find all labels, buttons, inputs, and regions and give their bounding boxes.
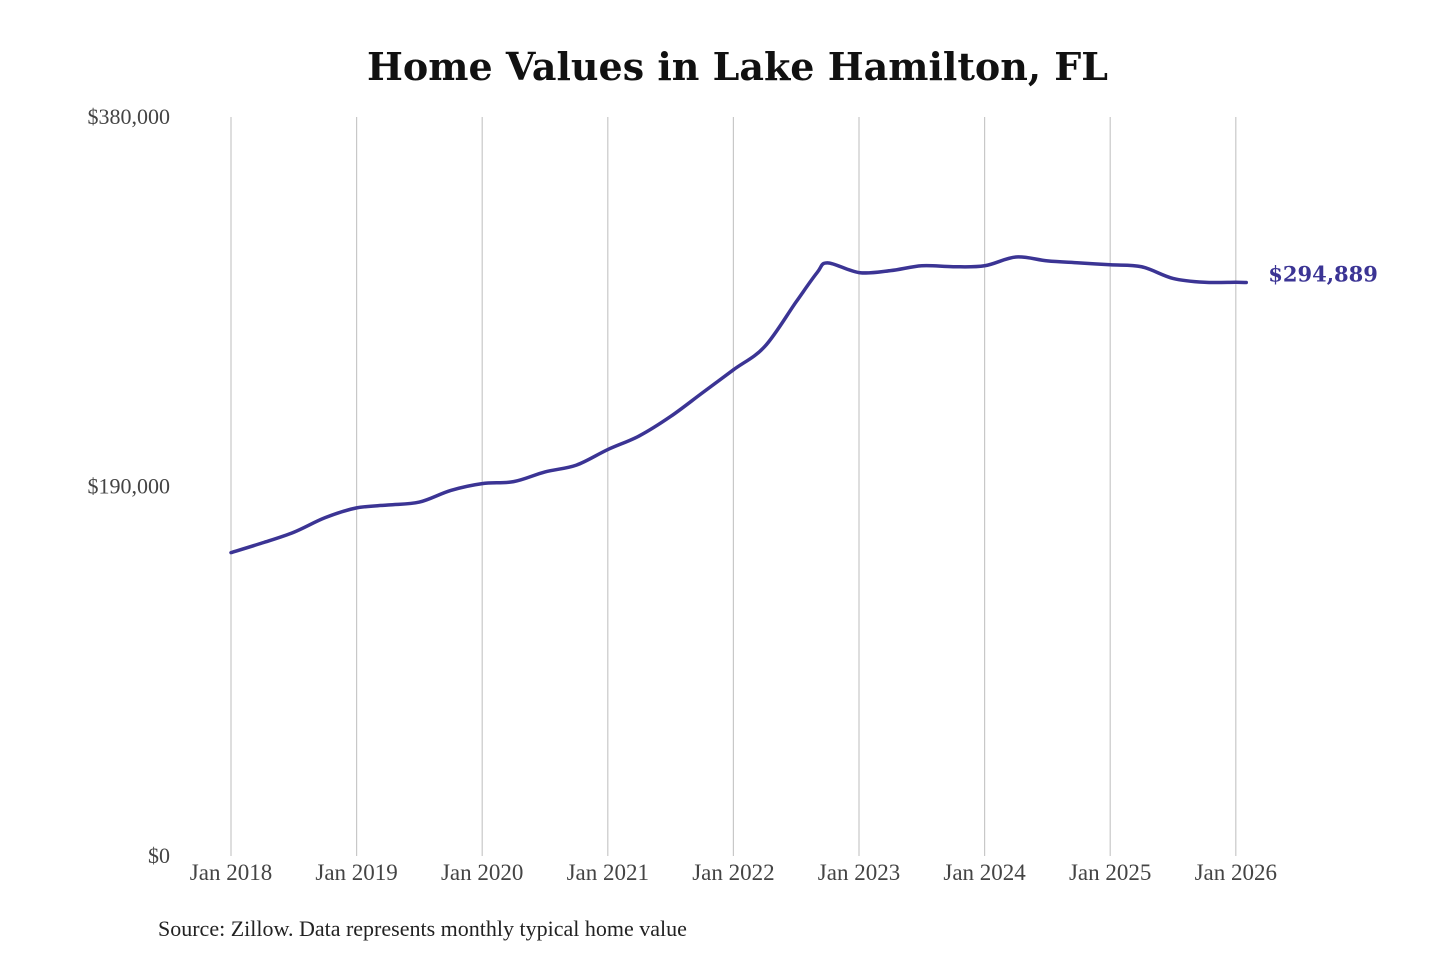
y-tick-label: $0 xyxy=(148,843,170,868)
x-tick-label: Jan 2020 xyxy=(441,860,523,885)
end-value-label: $294,889 xyxy=(1268,262,1378,287)
home-value-line xyxy=(229,255,1249,555)
x-tick-label: Jan 2026 xyxy=(1195,860,1277,885)
x-tick-label: Jan 2021 xyxy=(567,860,649,885)
source-note: Source: Zillow. Data represents monthly … xyxy=(158,916,687,941)
x-tick-label: Jan 2023 xyxy=(818,860,900,885)
x-tick-label: Jan 2025 xyxy=(1069,860,1151,885)
y-tick-label: $190,000 xyxy=(88,474,171,499)
x-tick-label: Jan 2024 xyxy=(943,860,1026,885)
x-tick-label: Jan 2022 xyxy=(692,860,774,885)
x-tick-label: Jan 2019 xyxy=(315,860,397,885)
y-tick-label: $380,000 xyxy=(88,104,171,129)
x-tick-label: Jan 2018 xyxy=(190,860,272,885)
chart-title: Home Values in Lake Hamilton, FL xyxy=(367,44,1108,89)
